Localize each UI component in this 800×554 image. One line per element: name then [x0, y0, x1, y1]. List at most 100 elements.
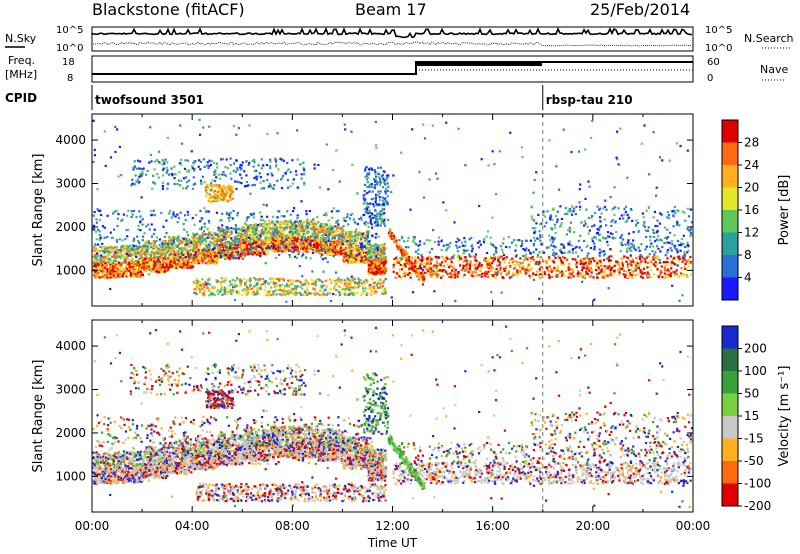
power-cell [216, 257, 219, 260]
power-cell [93, 245, 96, 248]
power-cell [101, 265, 104, 268]
power-cell [354, 233, 357, 236]
power-cell [142, 264, 145, 267]
freq-band [416, 62, 542, 66]
power-cell [226, 211, 229, 214]
power-cell [363, 259, 366, 262]
power-cell [349, 237, 352, 240]
power-cell [342, 241, 345, 244]
power-cell [176, 239, 179, 242]
power-cell [400, 268, 404, 271]
power-cell [324, 241, 328, 244]
power-cell [223, 292, 226, 295]
power-cell [331, 216, 334, 219]
power-cell [98, 218, 102, 221]
power-cell [115, 238, 118, 242]
power-cell [154, 265, 157, 268]
power-cell [130, 264, 133, 267]
power-cell [356, 246, 359, 249]
power-cell [297, 239, 300, 243]
power-cell [217, 260, 220, 263]
power-cell [126, 235, 129, 238]
power-cell [254, 238, 257, 241]
power-cell [341, 232, 345, 235]
power-cell [306, 288, 309, 292]
power-cell [99, 267, 102, 270]
power-cell [224, 254, 227, 257]
power-cell [345, 232, 348, 236]
power-cell [426, 264, 429, 267]
power-cell [379, 254, 383, 257]
power-cell [324, 233, 327, 236]
power-cell [275, 293, 278, 296]
power-cell [315, 246, 318, 249]
power-cell [266, 241, 269, 244]
power-cell [337, 280, 340, 283]
power-cell [198, 256, 201, 259]
power-cell [206, 245, 209, 249]
power-cell [138, 247, 141, 250]
power-cell [375, 284, 378, 287]
power-cell [209, 258, 212, 261]
power-cell [110, 271, 113, 274]
power-cell [327, 233, 330, 236]
power-cell [230, 230, 233, 233]
power-cell [166, 249, 169, 252]
power-cell [242, 241, 245, 244]
power-cell [291, 233, 294, 236]
power-cell [256, 251, 259, 254]
power-cell [114, 259, 117, 262]
power-cell [300, 229, 303, 232]
power-cell [198, 228, 201, 231]
power-cell [141, 272, 144, 275]
power-cell [206, 228, 209, 231]
power-cell [340, 281, 343, 284]
power-cell [95, 260, 98, 263]
power-cell [366, 236, 369, 239]
power-cell [97, 259, 101, 262]
power-cell [331, 251, 334, 254]
power-cell [351, 212, 354, 215]
power-cell [111, 256, 114, 259]
power-cell [305, 231, 308, 234]
power-cell [314, 249, 317, 252]
power-cell [96, 276, 99, 279]
power-cell [321, 243, 324, 246]
power-cell [257, 237, 260, 240]
power-cell [347, 252, 350, 255]
power-cell [349, 242, 352, 245]
power-cell [233, 242, 236, 245]
power-cell [314, 239, 318, 242]
power-cell [244, 228, 247, 231]
power-cell [132, 239, 135, 242]
power-cell [327, 246, 330, 249]
power-cell [150, 263, 153, 266]
power-cell [282, 289, 285, 292]
power-cell [332, 225, 336, 228]
power-cell [258, 287, 261, 290]
power-cell [179, 261, 182, 264]
power-cell [229, 249, 232, 252]
power-cell [175, 250, 178, 253]
power-cell [296, 285, 299, 288]
power-cell [326, 252, 329, 255]
power-cell [188, 252, 191, 256]
power-cell [272, 233, 275, 236]
power-cell [380, 264, 383, 267]
power-cell [282, 248, 285, 251]
power-cell [228, 231, 231, 234]
power-cell [356, 233, 359, 236]
power-cell [264, 285, 267, 288]
power-cell [332, 233, 335, 236]
nsearch-line [91, 41, 693, 47]
power-cell [339, 253, 342, 256]
power-cell [300, 223, 303, 226]
power-cell [382, 281, 385, 284]
power-cell [353, 281, 356, 284]
power-cell [94, 273, 97, 276]
power-cell [210, 237, 213, 240]
power-cell [162, 225, 165, 228]
power-cell [342, 250, 345, 253]
power-cell [263, 244, 266, 247]
power-cell [194, 282, 197, 285]
